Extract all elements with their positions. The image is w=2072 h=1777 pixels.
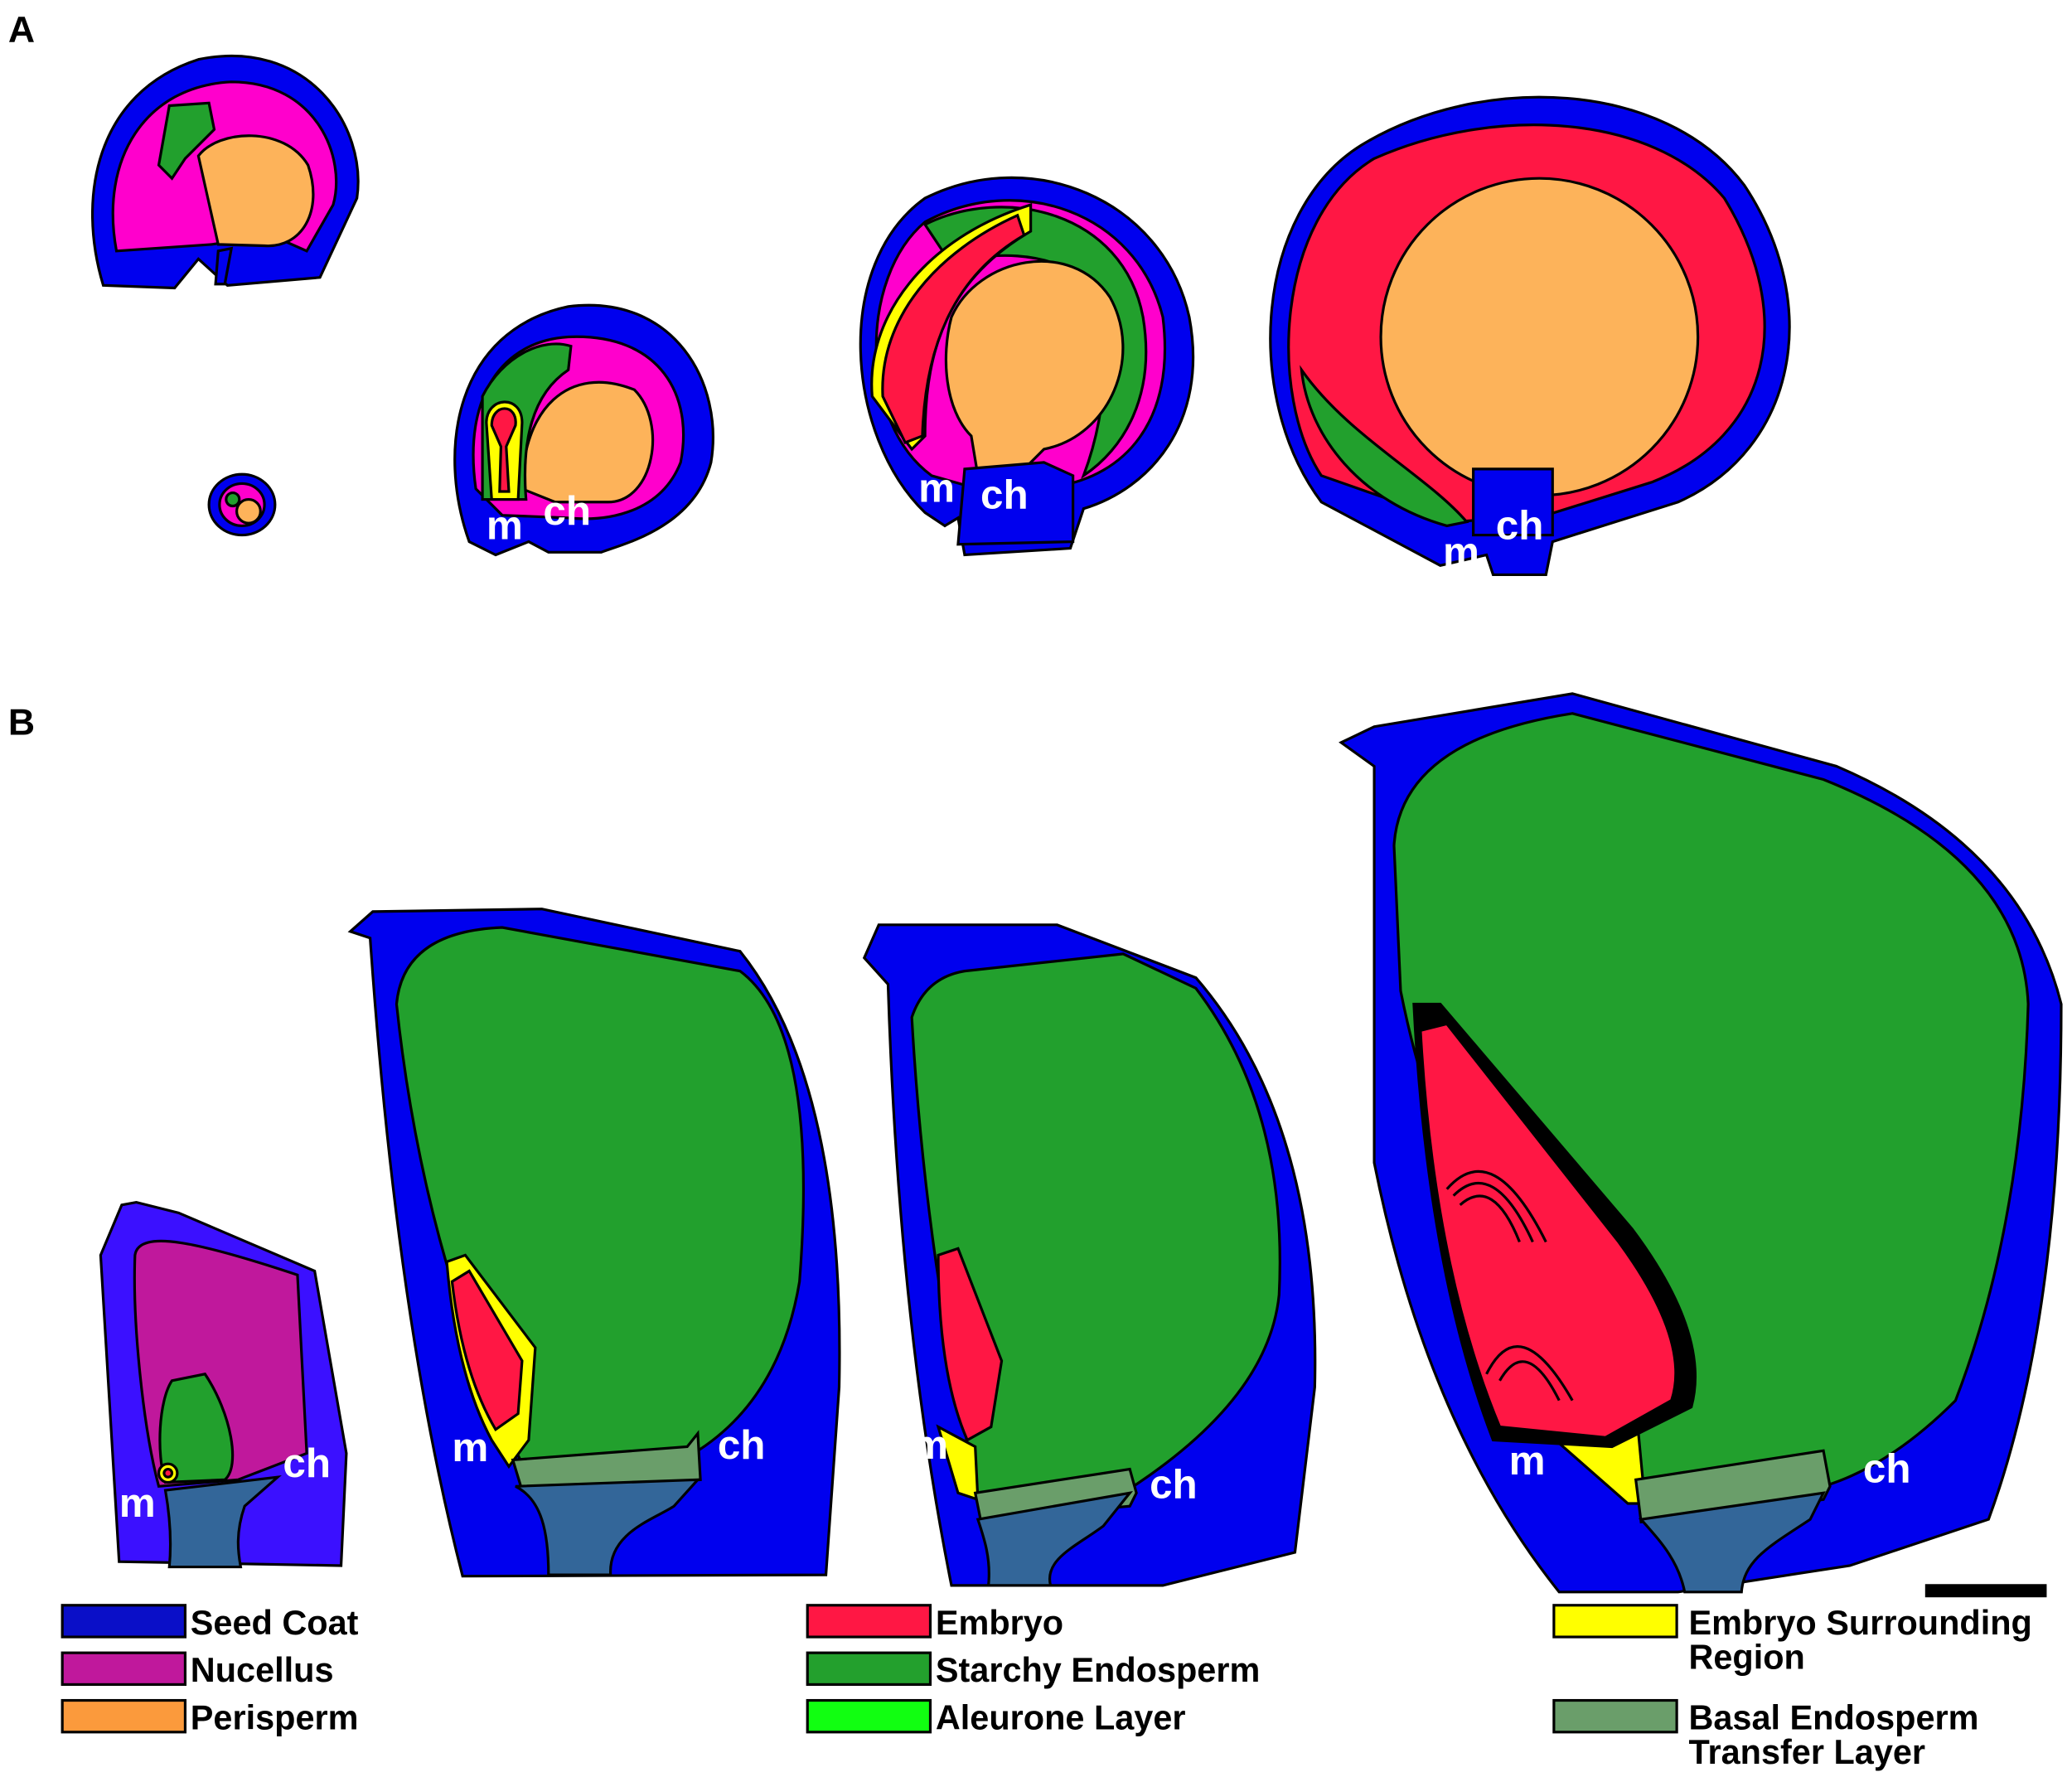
scale-bar xyxy=(1924,1584,2047,1598)
legend-swatch xyxy=(806,1651,932,1687)
seed-b4: m ch xyxy=(1339,692,2063,1594)
legend-swatch xyxy=(806,1698,932,1734)
legend-label: Nucellus xyxy=(191,1650,334,1689)
m-label: m xyxy=(119,1480,156,1526)
legend-label: Embryo xyxy=(936,1603,1063,1642)
seed-b3: m ch xyxy=(862,923,1317,1587)
legend-swatch xyxy=(61,1604,187,1639)
seed-b1: m ch xyxy=(99,1200,348,1569)
m-label: m xyxy=(1443,529,1479,574)
ch-label: ch xyxy=(1863,1446,1911,1492)
m-label: m xyxy=(912,1422,948,1468)
seed-a1 xyxy=(91,54,360,290)
legend-label: Basal Endosperm Transfer Layer xyxy=(1688,1698,1978,1771)
legend-label: Embryo Surrounding Region xyxy=(1688,1603,2031,1676)
legend-swatch xyxy=(1552,1698,1678,1734)
panel-label: A xyxy=(8,10,35,51)
legend-swatch xyxy=(806,1604,932,1639)
m-label: m xyxy=(487,502,523,548)
legend-label: Aleurone Layer xyxy=(936,1698,1186,1737)
legend-swatch xyxy=(61,1698,187,1734)
ch-label: ch xyxy=(1150,1462,1198,1508)
legend-swatch xyxy=(61,1651,187,1687)
panel-label: B xyxy=(8,702,35,743)
ch-label: ch xyxy=(1496,502,1544,548)
m-label: m xyxy=(452,1425,488,1470)
legend-swatch xyxy=(1552,1604,1678,1639)
legend-label: Seed Coat xyxy=(191,1603,359,1642)
m-label: m xyxy=(918,466,955,511)
ch-label: ch xyxy=(980,472,1029,518)
seed-a4: m ch xyxy=(859,176,1195,557)
seed-b2: m ch xyxy=(347,908,841,1578)
ch-label: ch xyxy=(283,1440,331,1486)
legend-label: Perisperm xyxy=(191,1698,359,1737)
ch-label: ch xyxy=(718,1422,766,1468)
legend-label: Starchy Endosperm xyxy=(936,1650,1260,1689)
seed-a3: m ch xyxy=(453,303,714,557)
m-label: m xyxy=(1509,1438,1546,1484)
seed-a2 xyxy=(207,472,277,537)
ch-label: ch xyxy=(543,488,591,534)
legend: Seed Coat Nucellus Perisperm Embryo Starchy … xyxy=(61,1603,2032,1771)
seed-a5: m ch xyxy=(1269,95,1791,577)
